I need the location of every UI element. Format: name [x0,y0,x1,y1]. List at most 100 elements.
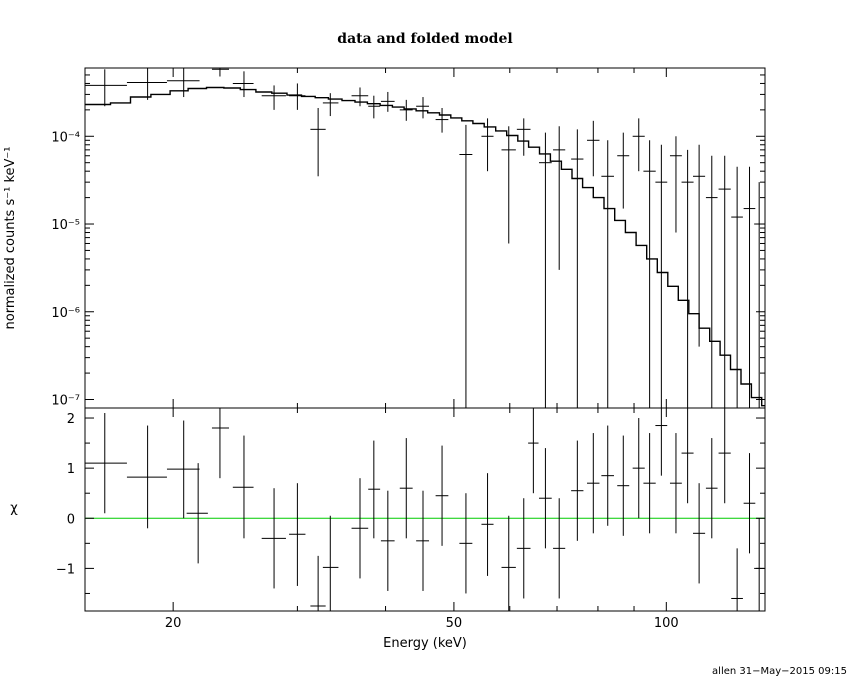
x-tick-label: 20 [165,616,182,631]
credit-line: allen 31−May−2015 09:15 [712,666,847,677]
residuals-y-axis-label: χ [10,501,18,516]
spectrum-y-axis-label: normalized counts s⁻¹ keV⁻¹ [3,147,18,330]
residual-point [261,488,286,589]
y-tick-label: 10⁻⁷ [51,393,80,408]
y-tick-label: 10⁻⁴ [51,130,80,145]
y-tick-label: 0 [67,512,75,527]
data-point [380,91,395,112]
data-point [692,144,706,347]
residual-point [310,555,326,611]
spectrum-frame [84,67,766,409]
chart-title: data and folded model [337,31,512,47]
residual-point [571,440,584,541]
data-point [743,166,756,408]
residual-point [553,498,566,599]
residual-point [459,493,473,594]
residual-point [501,515,516,611]
x-tick-labels: 20 50 100 [165,616,679,631]
residual-point [669,433,682,534]
x-tick-label: 100 [654,616,679,631]
data-point [481,118,494,172]
data-point [587,120,600,177]
y-tick-label: 1 [67,462,75,477]
y-tick-label: 10⁻⁶ [51,306,80,321]
residual-point [632,418,645,519]
residual-points [85,408,765,611]
residual-point [743,453,756,554]
residual-point [731,548,743,611]
data-point [261,85,286,110]
data-point [681,149,694,408]
residual-point [166,420,200,519]
residual-point [351,478,369,579]
spectrum-ticks [85,68,765,408]
residual-point [368,440,381,539]
x-tick-label: 50 [446,616,463,631]
data-point [85,69,127,107]
residual-point [126,425,167,529]
x-axis-label: Energy (keV) [383,636,467,651]
data-point [416,97,430,119]
y-tick-label: 2 [67,412,75,427]
residual-point [232,435,254,539]
residual-point [399,438,413,539]
residual-point [85,413,127,514]
data-point [368,95,381,119]
residual-point [538,448,552,549]
residual-point [692,483,706,584]
data-point [351,87,369,107]
residual-point [322,515,339,611]
residuals-ticks [85,408,765,611]
residuals-panel: −1 0 1 2 χ [10,407,766,612]
data-point [553,126,566,270]
residual-point [655,408,668,476]
data-point [705,155,718,408]
residual-point [643,433,656,534]
data-point [166,68,200,98]
residual-point [601,425,614,526]
data-point [232,71,254,98]
residual-point [617,435,630,536]
residual-point [587,433,600,534]
data-points [85,68,765,408]
residual-point [186,463,208,564]
data-point [289,83,306,110]
data-point [399,99,413,121]
residual-point [380,490,395,591]
data-point [669,136,682,233]
residuals-y-tick-labels: −1 0 1 2 [56,412,75,577]
data-point [322,93,339,117]
data-point [754,182,765,408]
data-point [310,108,326,177]
data-point [126,68,167,100]
y-tick-label: −1 [56,562,75,577]
data-point [501,126,516,244]
data-point [601,140,614,408]
residual-point [211,408,230,479]
data-point [632,118,645,172]
spectrum-panel: 10⁻⁷ 10⁻⁶ 10⁻⁵ 10⁻⁴ normalized counts s⁻¹ k… [3,67,766,409]
data-point [538,132,552,408]
data-point [435,108,449,133]
spectrum-y-tick-labels: 10⁻⁷ 10⁻⁶ 10⁻⁵ 10⁻⁴ [51,130,80,408]
data-point [718,155,731,408]
model-histogram [85,86,765,407]
data-point [459,124,473,408]
data-point [516,118,531,156]
residual-point [754,518,765,611]
residual-point [718,408,731,504]
residual-point [416,490,430,591]
data-point [617,132,630,209]
data-point [643,140,656,408]
y-tick-label: 10⁻⁵ [51,218,80,233]
residuals-frame [84,407,766,612]
residual-point [516,498,531,599]
data-point [655,144,668,408]
data-point [731,166,743,408]
residual-point [705,438,718,539]
residual-point [528,408,539,494]
residual-point [289,483,306,586]
residual-point [435,445,449,546]
model-line [85,86,765,407]
